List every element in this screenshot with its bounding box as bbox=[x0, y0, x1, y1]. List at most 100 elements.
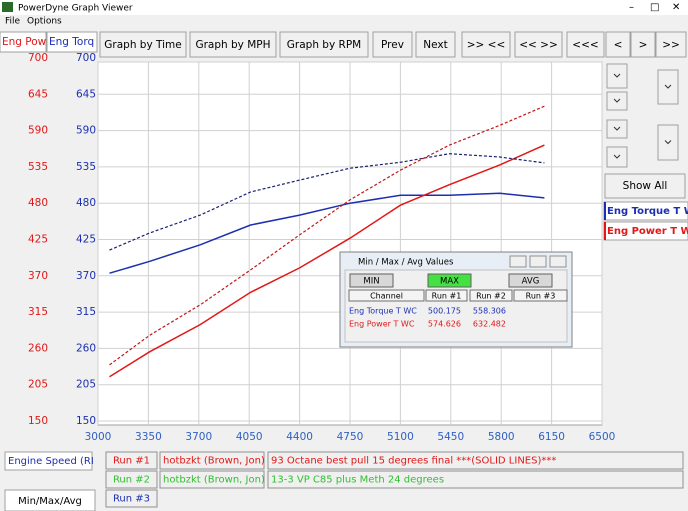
scroll-icon bbox=[613, 98, 621, 103]
dialog-control[interactable] bbox=[549, 255, 567, 268]
run-cell bbox=[159, 470, 265, 489]
run-text: 13-3 VP C85 plus Meth 24 degrees bbox=[271, 475, 444, 486]
run-cell bbox=[105, 489, 158, 508]
toolbar-label: <<< bbox=[572, 39, 598, 51]
x-tick-label: 3700 bbox=[185, 431, 212, 443]
axis-tab-label: Eng Powe bbox=[2, 36, 53, 48]
close[interactable]: ✕ bbox=[672, 2, 680, 13]
dialog-button-label: MAX bbox=[440, 277, 459, 287]
maximize[interactable]: □ bbox=[650, 2, 659, 13]
run-text: Run #1 bbox=[113, 456, 150, 467]
legend-swatch bbox=[604, 222, 606, 240]
scroll-icon bbox=[613, 73, 621, 78]
table-cell: 500.175 bbox=[428, 307, 461, 316]
dialog-title: Min / Max / Avg Values bbox=[358, 258, 454, 268]
scroll-icon bbox=[664, 84, 672, 89]
menu-item[interactable]: Options bbox=[27, 17, 62, 27]
table-cell: Eng Torque T WC bbox=[349, 307, 417, 316]
dialog-button[interactable] bbox=[349, 273, 394, 288]
dialog-button-label: AVG bbox=[522, 277, 540, 287]
y2-tick-label: 645 bbox=[76, 88, 96, 100]
y-tick-label: 370 bbox=[28, 270, 48, 282]
y-tick-label: 150 bbox=[28, 415, 48, 427]
scroll-button[interactable] bbox=[606, 91, 628, 111]
y-tick-label: 205 bbox=[28, 379, 48, 391]
column-header bbox=[348, 289, 425, 302]
window-title: PowerDyne Graph Viewer bbox=[18, 4, 133, 14]
toolbar-button[interactable] bbox=[415, 31, 456, 58]
dialog-button[interactable] bbox=[427, 273, 472, 288]
toolbar-label: Graph by Time bbox=[104, 39, 181, 51]
toolbar-button[interactable] bbox=[566, 31, 605, 58]
toolbar-button[interactable] bbox=[655, 31, 687, 58]
toolbar-button[interactable] bbox=[189, 31, 277, 58]
x-tick-label: 4400 bbox=[286, 431, 313, 443]
dialog-control[interactable] bbox=[529, 255, 547, 268]
scroll-icon bbox=[613, 126, 621, 131]
scroll-button[interactable] bbox=[606, 119, 628, 139]
toolbar-button[interactable] bbox=[279, 31, 369, 58]
y2-tick-label: 535 bbox=[76, 161, 96, 173]
column-header-label: Channel bbox=[370, 292, 403, 301]
tab-label: Min/Max/Avg bbox=[18, 496, 82, 507]
toolbar-button[interactable] bbox=[514, 31, 563, 58]
dialog-control[interactable] bbox=[509, 255, 527, 268]
table-cell: Eng Power T WC bbox=[349, 320, 415, 329]
column-header bbox=[513, 289, 568, 302]
toolbar-label: Graph by MPH bbox=[195, 39, 270, 51]
app-icon bbox=[2, 2, 13, 12]
run-cell bbox=[105, 451, 158, 470]
scroll-button[interactable] bbox=[657, 124, 679, 161]
toolbar-label: >> bbox=[662, 39, 680, 51]
axis-tab-label: Eng Torq bbox=[49, 36, 94, 48]
scroll-button[interactable] bbox=[657, 69, 679, 105]
run-text: 93 Octane best pull 15 degrees final ***… bbox=[271, 456, 556, 467]
minimize[interactable]: – bbox=[629, 2, 634, 13]
x-tick-label: 4050 bbox=[236, 431, 263, 443]
y-tick-label: 700 bbox=[28, 52, 48, 64]
table-cell: 574.626 bbox=[428, 320, 461, 329]
run-text: Run #3 bbox=[113, 494, 150, 505]
tab[interactable] bbox=[4, 489, 96, 511]
y2-tick-label: 205 bbox=[76, 379, 96, 391]
column-header bbox=[469, 289, 513, 302]
show-all-button[interactable] bbox=[604, 173, 686, 199]
run-cell bbox=[159, 451, 265, 470]
toolbar-button[interactable] bbox=[461, 31, 511, 58]
legend-label: Eng Torque T WC bbox=[607, 206, 688, 217]
series-line bbox=[109, 153, 545, 251]
x-tick-label: 5450 bbox=[437, 431, 464, 443]
axis-tab[interactable] bbox=[0, 31, 47, 53]
column-header bbox=[425, 289, 468, 302]
toolbar-button[interactable] bbox=[99, 31, 187, 58]
run-text: Run #2 bbox=[113, 475, 150, 486]
scroll-icon bbox=[613, 154, 621, 159]
run-text: hotbzkt (Brown, Jon) bbox=[163, 456, 265, 467]
axis-tab[interactable] bbox=[46, 31, 98, 53]
scroll-button[interactable] bbox=[606, 63, 628, 89]
table-cell: 632.482 bbox=[473, 320, 506, 329]
run-text: hotbzkt (Brown, Jon) bbox=[163, 475, 265, 486]
dialog-button[interactable] bbox=[508, 273, 553, 288]
x-channel-box[interactable] bbox=[4, 451, 93, 471]
y-tick-label: 425 bbox=[28, 234, 48, 246]
x-tick-label: 5100 bbox=[387, 431, 414, 443]
legend-swatch bbox=[604, 202, 606, 220]
x-tick-label: 6500 bbox=[589, 431, 616, 443]
scroll-button[interactable] bbox=[606, 146, 628, 168]
toolbar-label: << >> bbox=[519, 39, 558, 51]
menu-item[interactable]: File bbox=[5, 17, 21, 27]
y2-tick-label: 150 bbox=[76, 415, 96, 427]
y-tick-label: 260 bbox=[28, 342, 48, 354]
dialog-button-label: MIN bbox=[363, 277, 379, 287]
toolbar-button[interactable] bbox=[372, 31, 413, 58]
toolbar-button[interactable] bbox=[605, 31, 631, 58]
y-tick-label: 535 bbox=[28, 161, 48, 173]
run-cell bbox=[267, 470, 684, 489]
x-channel-label: Engine Speed (RI bbox=[8, 456, 94, 467]
x-tick-label: 3000 bbox=[85, 431, 112, 443]
toolbar-button[interactable] bbox=[630, 31, 656, 58]
x-tick-label: 3350 bbox=[135, 431, 162, 443]
series-line bbox=[109, 144, 545, 378]
